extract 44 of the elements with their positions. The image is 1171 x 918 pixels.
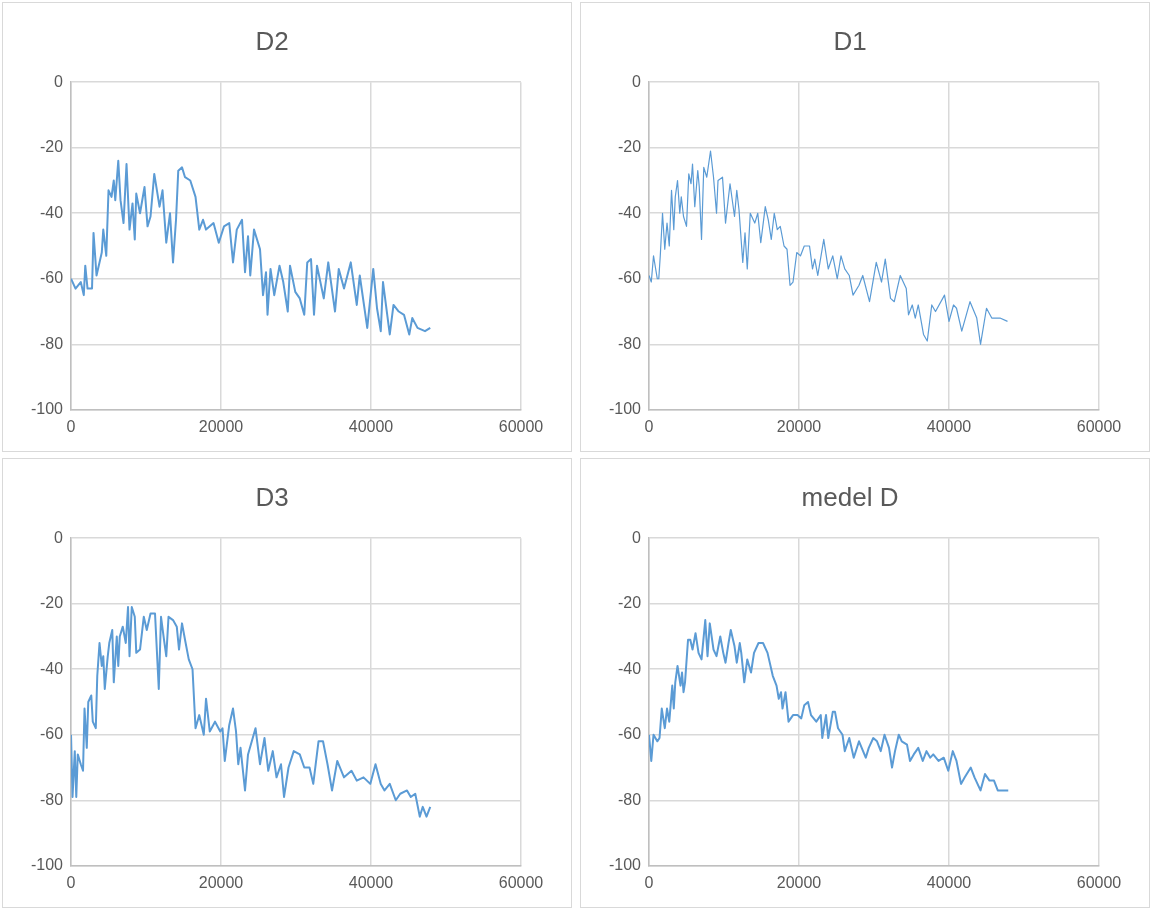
y-tick-label: -80 — [617, 790, 642, 808]
y-tick-label: -20 — [617, 138, 642, 156]
y-tick-label: -20 — [39, 138, 64, 156]
chart-title: D1 — [833, 25, 867, 56]
y-tick-label: -60 — [39, 725, 64, 743]
y-tick-label: -40 — [39, 203, 64, 221]
x-tick-label: 20000 — [776, 873, 822, 891]
y-tick-label: -60 — [617, 725, 642, 743]
x-tick-label: 0 — [644, 417, 654, 435]
x-tick-label: 60000 — [498, 417, 544, 435]
y-tick-label: -20 — [617, 594, 642, 612]
y-tick-label: -100 — [30, 856, 64, 874]
x-tick-label: 40000 — [926, 417, 972, 435]
x-tick-label: 60000 — [498, 873, 544, 891]
y-tick-label: -80 — [39, 334, 64, 352]
y-tick-label: -40 — [39, 659, 64, 677]
y-tick-label: -100 — [608, 856, 642, 874]
y-tick-label: -100 — [30, 400, 64, 418]
x-tick-label: 20000 — [776, 417, 822, 435]
chart-title: medel D — [801, 481, 899, 512]
x-tick-label: 60000 — [1076, 873, 1122, 891]
y-tick-label: 0 — [54, 528, 64, 546]
x-tick-label: 20000 — [198, 873, 244, 891]
x-tick-label: 60000 — [1076, 417, 1122, 435]
chart-title: D3 — [255, 481, 289, 512]
y-tick-label: -40 — [617, 659, 642, 677]
y-tick-label: -60 — [617, 269, 642, 287]
x-tick-label: 40000 — [926, 873, 972, 891]
x-tick-label: 0 — [66, 417, 76, 435]
y-tick-label: -40 — [617, 203, 642, 221]
y-tick-label: 0 — [632, 528, 642, 546]
y-tick-label: -60 — [39, 269, 64, 287]
y-tick-label: -100 — [608, 400, 642, 418]
x-tick-label: 0 — [66, 873, 76, 891]
x-tick-label: 40000 — [348, 873, 394, 891]
x-tick-label: 20000 — [198, 417, 244, 435]
y-tick-label: -20 — [39, 594, 64, 612]
y-tick-label: 0 — [632, 72, 642, 90]
y-tick-label: -80 — [617, 334, 642, 352]
x-tick-label: 40000 — [348, 417, 394, 435]
y-tick-label: 0 — [54, 72, 64, 90]
y-tick-label: -80 — [39, 790, 64, 808]
chart-title: D2 — [255, 25, 289, 56]
x-tick-label: 0 — [644, 873, 654, 891]
